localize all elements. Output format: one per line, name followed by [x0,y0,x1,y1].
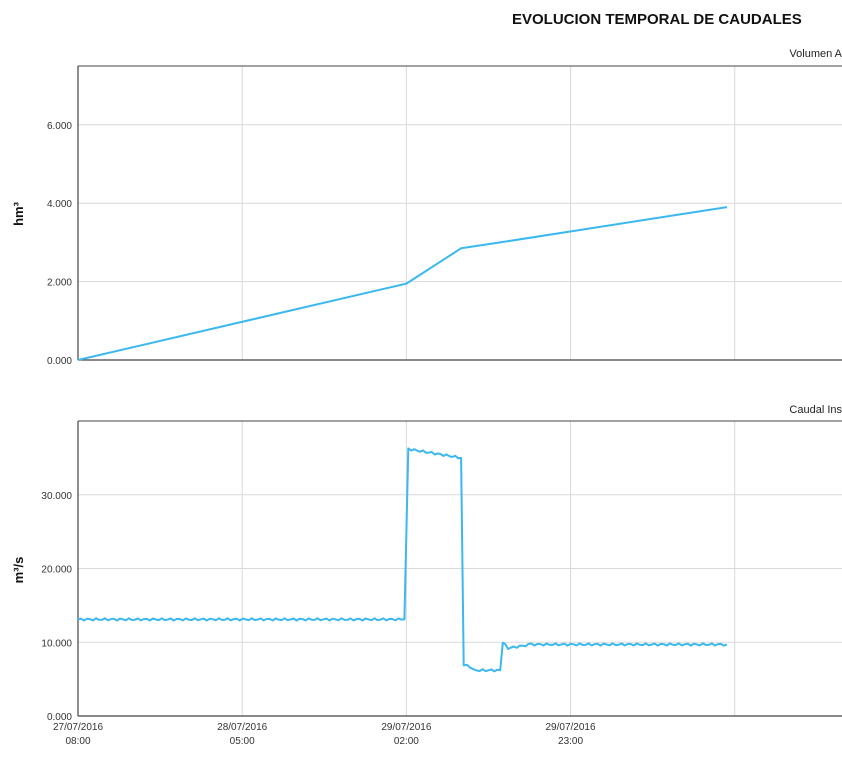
volume-y-tick-label: 2.000 [47,278,72,289]
volume-y-tick-label: 4.000 [47,199,72,210]
flow-y-tick-label: 20.000 [41,565,72,576]
flow-chart-subtitle: Caudal Ins [789,404,842,416]
volume-y-tick-label: 0.000 [47,356,72,367]
flow-chart: Caudal Ins m³/s 0.000 10.000 20.000 30.000 2… [11,404,842,747]
volume-series-line [77,206,728,361]
x-tick-time-label: 08:00 [65,736,90,747]
volume-y-axis-label: hm³ [11,201,26,226]
flow-y-tick-label: 10.000 [41,638,72,649]
x-tick-time-label: 23:00 [558,736,583,747]
x-tick-date-label: 28/07/2016 [217,722,267,733]
volume-chart-subtitle: Volumen A [789,48,842,60]
flow-y-tick-label: 0.000 [47,712,72,723]
x-tick-date-label: 29/07/2016 [546,722,596,733]
x-tick-date-label: 29/07/2016 [381,722,431,733]
flow-y-axis-label: m³/s [11,557,26,584]
page-title: EVOLUCION TEMPORAL DE CAUDALES [512,11,802,28]
volume-chart: Volumen A hm³ 0.000 2.000 4.000 6.000 [11,48,842,367]
x-tick-date-label: 27/07/2016 [53,722,103,733]
flow-y-tick-label: 30.000 [41,491,72,502]
x-tick-time-label: 02:00 [394,736,419,747]
x-tick-time-label: 05:00 [230,736,255,747]
volume-y-tick-label: 6.000 [47,121,72,132]
flow-series-line [77,447,728,673]
